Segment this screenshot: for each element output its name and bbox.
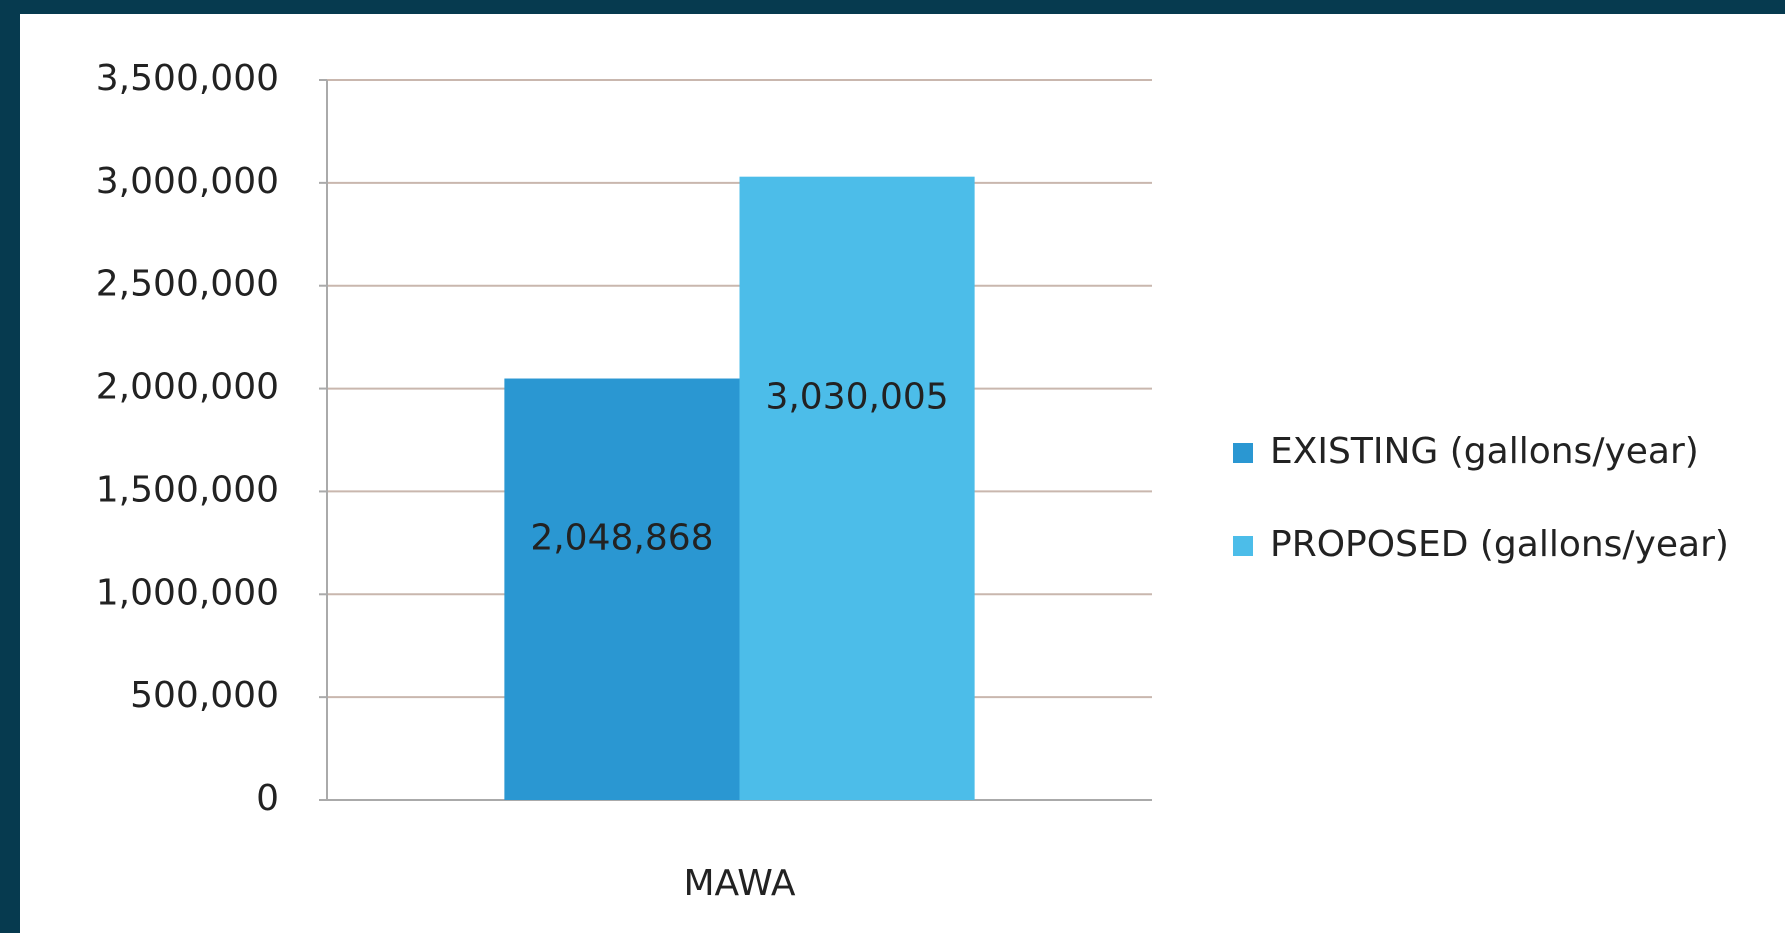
legend-label: EXISTING (gallons/year) [1270, 431, 1699, 472]
y-tick-label: 3,000,000 [96, 161, 279, 202]
y-tick-label: 2,500,000 [96, 264, 279, 305]
data-label: 3,030,005 [765, 376, 948, 417]
bar [504, 378, 740, 800]
legend-label: PROPOSED (gallons/year) [1270, 524, 1729, 565]
y-tick-label: 1,000,000 [96, 572, 279, 613]
legend-swatch [1233, 536, 1253, 556]
y-tick-label: 500,000 [130, 675, 279, 716]
legend-swatch [1233, 443, 1253, 463]
y-tick-label: 2,000,000 [96, 367, 279, 408]
bar [739, 176, 975, 800]
y-tick-label: 0 [256, 778, 279, 819]
data-label: 2,048,868 [530, 517, 713, 558]
y-tick-label: 3,500,000 [96, 58, 279, 99]
x-tick-label: MAWA [684, 863, 796, 904]
y-tick-label: 1,500,000 [96, 469, 279, 510]
